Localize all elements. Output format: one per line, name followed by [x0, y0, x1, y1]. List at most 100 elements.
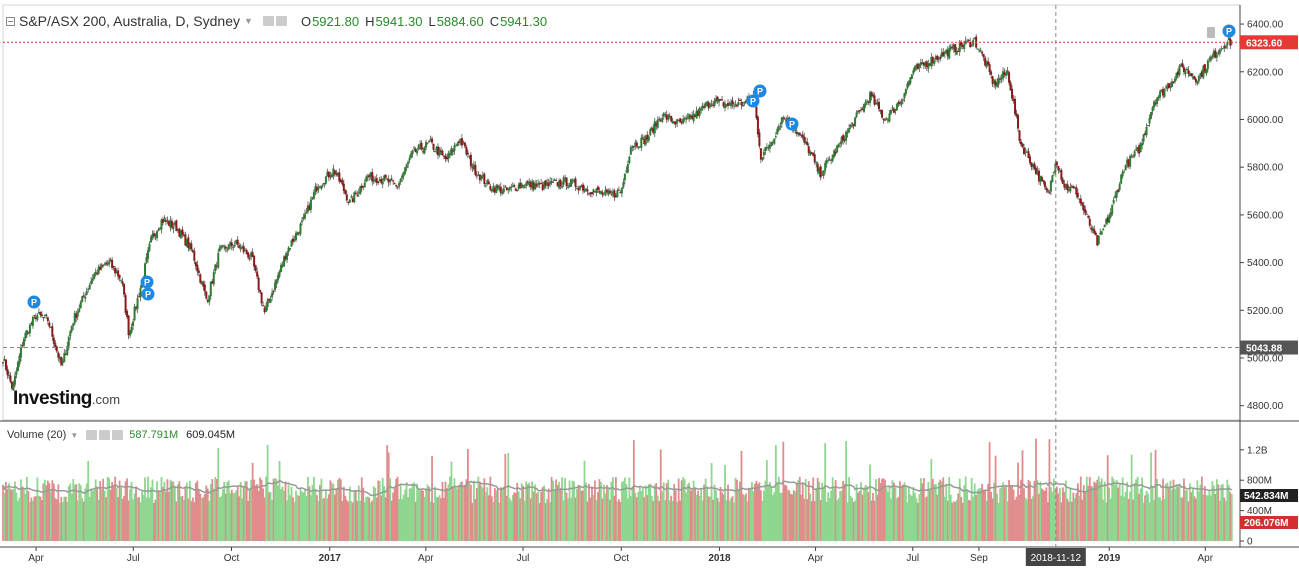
candle-body — [293, 239, 296, 241]
volume-bar — [758, 482, 761, 541]
volume-bar — [263, 497, 266, 541]
volume-bar — [9, 488, 12, 541]
volume-bar — [172, 481, 175, 541]
candle-body — [611, 191, 614, 194]
volume-bar — [91, 490, 94, 541]
volume-bar — [597, 491, 599, 541]
volume-bar — [456, 488, 459, 541]
volume-chevron-icon[interactable]: ▼ — [70, 430, 79, 440]
volume-bar — [1005, 485, 1007, 541]
volume-bar — [913, 492, 916, 541]
candle-body — [269, 299, 272, 303]
volume-eye-icon[interactable] — [86, 430, 98, 440]
candle-body — [42, 317, 45, 319]
volume-bar — [332, 483, 335, 541]
volume-bar — [14, 481, 16, 541]
event-marker-icon — [141, 287, 155, 301]
candle-body — [456, 143, 459, 146]
candle-body — [1022, 147, 1025, 155]
volume-bar — [589, 497, 592, 541]
volume-bar — [1133, 482, 1136, 541]
candle-body — [946, 49, 949, 57]
volume-bar — [728, 500, 731, 541]
candle-body — [359, 186, 362, 194]
volume-bar — [713, 484, 716, 541]
candle-body — [1008, 72, 1011, 83]
candle-body — [504, 186, 507, 188]
volume-bar — [289, 495, 291, 541]
volume-bar — [996, 493, 998, 541]
candle-body — [380, 178, 383, 183]
candle-body — [66, 346, 69, 355]
volume-bar — [818, 481, 821, 541]
candle-body — [809, 151, 812, 156]
candle-body — [484, 185, 487, 187]
candle-body — [602, 192, 605, 195]
volume-bar — [322, 498, 324, 541]
volume-bar — [64, 496, 67, 541]
volume-bar — [559, 487, 562, 541]
volume-bar — [794, 491, 797, 541]
collapse-icon[interactable] — [6, 16, 15, 26]
candle-body — [166, 220, 169, 222]
candle-body — [300, 220, 303, 223]
volume-bar — [144, 477, 146, 541]
volume-bar — [1112, 479, 1115, 541]
volume-bar — [531, 481, 534, 541]
volume-bar — [410, 488, 413, 541]
volume-bar — [945, 483, 948, 541]
volume-bar — [816, 477, 819, 541]
volume-bar — [142, 494, 145, 541]
candle-body — [1172, 81, 1175, 83]
volume-bar — [1032, 496, 1034, 541]
volume-bar — [930, 458, 933, 541]
volume-bar — [640, 491, 643, 541]
volume-bar — [84, 488, 87, 541]
volume-bar — [236, 485, 239, 541]
candle-body — [682, 118, 685, 124]
candle-body — [963, 44, 966, 49]
candle-body — [1094, 232, 1097, 236]
candle-body — [30, 323, 33, 325]
volume-bar — [296, 494, 299, 541]
candle-body — [937, 58, 940, 60]
volume-bar — [1093, 481, 1096, 541]
candle-body — [428, 141, 431, 143]
volume-bar — [513, 492, 516, 541]
volume-bar — [854, 500, 856, 541]
volume-close-icon[interactable] — [112, 430, 124, 440]
price-tick-label: 4800.00 — [1247, 401, 1284, 412]
candle-body — [620, 187, 623, 194]
eye-icon[interactable] — [262, 16, 274, 26]
crosshair-date-label: 2018-11-12 — [1031, 553, 1082, 564]
volume-bar — [1160, 500, 1163, 541]
candle-body — [266, 300, 269, 308]
volume-gear-icon[interactable] — [99, 430, 111, 440]
candle-body — [387, 179, 390, 183]
candle-body — [555, 179, 558, 181]
candle-body — [528, 181, 531, 186]
candle-body — [652, 127, 655, 134]
volume-bar — [707, 496, 710, 541]
candle-body — [454, 145, 457, 147]
candle-body — [730, 102, 733, 107]
candle-body — [1081, 202, 1084, 206]
candle-body — [280, 264, 283, 272]
candle-body — [176, 229, 179, 231]
candle-body — [869, 92, 872, 103]
volume-bar — [319, 485, 321, 541]
volume-bar — [553, 490, 556, 541]
volume-bar — [209, 484, 212, 541]
candle-body — [945, 50, 948, 54]
chevron-down-icon[interactable]: ▼ — [244, 16, 253, 26]
volume-bar — [852, 502, 855, 541]
volume-bar — [1151, 486, 1154, 541]
candle-body — [700, 108, 703, 111]
volume-bar — [354, 490, 357, 541]
candle-body — [857, 111, 860, 113]
candle-body — [369, 172, 372, 177]
candle-body — [1132, 155, 1135, 157]
volume-bar — [954, 501, 957, 541]
gear-icon[interactable] — [275, 16, 287, 26]
candle-body — [235, 240, 238, 244]
